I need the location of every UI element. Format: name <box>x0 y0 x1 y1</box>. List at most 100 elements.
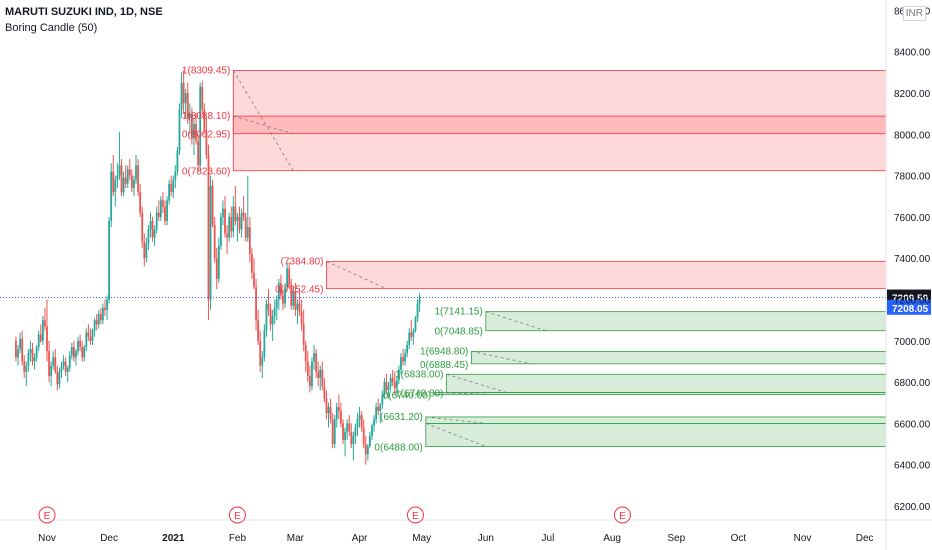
candle-body <box>230 216 233 232</box>
indicator-label[interactable]: Boring Candle (50) <box>5 22 98 34</box>
chart-title: MARUTI SUZUKI IND, 1D, NSE <box>5 6 163 18</box>
candle-body <box>404 353 407 362</box>
demand-zone <box>446 373 887 393</box>
candle-body <box>251 254 253 273</box>
candle-body <box>195 123 197 141</box>
candle-body <box>112 171 115 193</box>
candle-body <box>172 179 175 193</box>
candle-body <box>145 243 148 259</box>
demand-zone-bottom-label: 0(6740.00) <box>383 390 431 401</box>
candle-body <box>23 361 26 372</box>
candle-body <box>110 171 113 222</box>
candle-body <box>101 307 104 321</box>
candle-body <box>52 357 55 366</box>
candle-body <box>337 406 340 412</box>
candle-body <box>400 357 402 370</box>
price-tick-label: 6200.00 <box>894 502 931 513</box>
candle-body <box>242 212 245 217</box>
candle-body <box>414 318 417 331</box>
candle-body <box>402 357 404 362</box>
time-tick-label: Nov <box>794 533 812 544</box>
time-tick-label: Dec <box>856 533 874 544</box>
demand-zone-top-label: 1(7141.15) <box>434 307 482 318</box>
demand-zone <box>470 350 887 365</box>
candle-body <box>33 357 36 362</box>
candle-body <box>387 386 390 391</box>
candle-body <box>354 427 357 436</box>
candle-body <box>147 229 150 244</box>
price-tick-label: 7800.00 <box>894 172 931 183</box>
time-tick-label: Nov <box>38 533 56 544</box>
candle-body <box>391 377 394 383</box>
candle-body <box>56 371 59 385</box>
price-tick-label: 6600.00 <box>894 419 931 430</box>
candle-body <box>273 307 276 317</box>
candle-body <box>348 423 351 432</box>
candle-body <box>91 330 94 341</box>
currency-badge[interactable]: INR <box>902 6 926 21</box>
time-axis[interactable]: Nov Dec 2021 Feb Mar Apr May Jun Jul Aug Sep Oct Nov… <box>0 519 932 544</box>
candle-body <box>331 419 334 445</box>
candle-body <box>186 93 189 118</box>
price-tick-label: 6800.00 <box>894 378 931 389</box>
price-axis[interactable]: 6200.00 6400.00 6600.00 6800.00 7000.00 7200.… <box>885 0 931 550</box>
candle-body <box>203 109 206 131</box>
candle-body <box>393 382 396 389</box>
candle-body <box>201 86 204 110</box>
candle-body <box>93 320 96 331</box>
candle-body <box>35 346 38 358</box>
candle-body <box>170 183 173 193</box>
candle-body <box>219 216 222 246</box>
candle-body <box>304 344 307 362</box>
candle-body <box>327 406 330 414</box>
time-tick-label: Sep <box>667 533 685 544</box>
candle-body <box>311 361 313 387</box>
candle-body <box>362 427 365 445</box>
supply-zone-bottom-label: 0(8002.95) <box>182 130 230 141</box>
candle-body <box>271 316 274 325</box>
candle-body <box>168 183 171 201</box>
candle-body <box>75 351 77 358</box>
candle-body <box>319 369 322 378</box>
candle-body <box>97 313 100 325</box>
supply-zone-bottom-label: 0(7252.45) <box>275 285 323 296</box>
candle-body <box>217 245 220 279</box>
candle-body <box>39 334 42 341</box>
candle-body <box>263 330 266 358</box>
candle-body <box>294 291 297 310</box>
candle-body <box>193 123 195 139</box>
candle-body <box>197 140 200 166</box>
earnings-icon <box>228 506 246 524</box>
price-tick-label: 8200.00 <box>894 89 931 100</box>
candle-body <box>25 365 28 372</box>
candle-body <box>79 340 82 347</box>
candle-body <box>188 113 191 118</box>
price-tick-label: 7000.00 <box>894 337 931 348</box>
candle-body <box>302 324 305 345</box>
candle-body <box>234 206 237 222</box>
second-price-text: 7208.05 <box>892 304 929 315</box>
earnings-label: E <box>44 511 51 522</box>
candle-body <box>371 425 373 436</box>
candle-body <box>352 435 355 445</box>
earnings-icon <box>38 506 56 524</box>
candle-body <box>300 311 303 325</box>
demand-zone <box>485 311 887 332</box>
candle-body <box>259 340 262 366</box>
demand-zone-diagonal <box>425 423 486 447</box>
candle-body <box>408 332 411 345</box>
candle-body <box>182 82 185 104</box>
candle-body <box>118 165 121 176</box>
candle-body <box>344 431 346 440</box>
candle-body <box>253 272 255 288</box>
candle-body <box>317 371 320 378</box>
candle-body <box>333 419 336 445</box>
price-tick-label: 7200.00 <box>894 296 931 307</box>
candle-body <box>269 309 272 325</box>
candle-body <box>162 200 164 207</box>
demand-zone-bottom-label: 0(6488.00) <box>374 443 422 454</box>
candle-body <box>209 185 212 300</box>
supply-zone <box>326 260 887 290</box>
candles <box>15 70 421 465</box>
demand-zone <box>425 416 887 424</box>
